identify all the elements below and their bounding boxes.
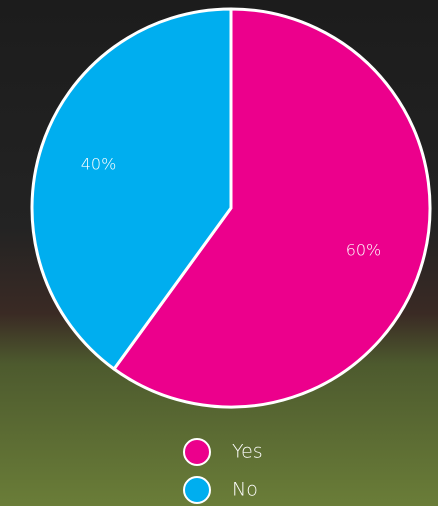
chart: 60% 40% Yes No [0,0,438,506]
data-label: 60% [346,241,382,260]
pie: 60% 40% [32,9,430,407]
legend-swatch [184,439,210,465]
legend-label: No [232,479,258,501]
legend-swatch [184,477,210,503]
data-label: 40% [81,154,117,173]
legend-label: Yes [232,441,263,463]
